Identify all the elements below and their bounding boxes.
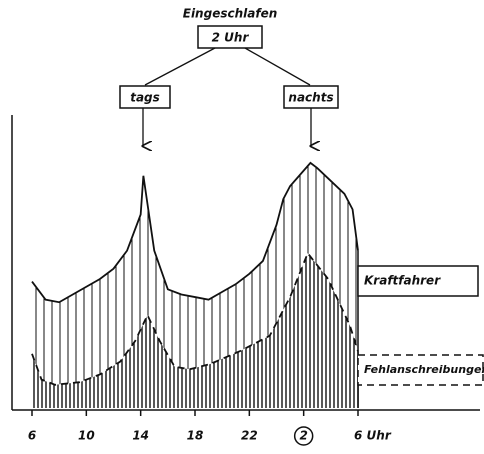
legend-label: Fehlanschreibungen: [364, 363, 484, 376]
line: [31, 161, 359, 304]
x-tick-label: 10: [78, 429, 95, 443]
x-tick-label: 14: [132, 429, 149, 443]
annotation: nachts: [288, 91, 333, 105]
x-tick-label: 2: [299, 429, 307, 443]
connector: [244, 47, 311, 86]
x-tick-label: 6 Uhr: [354, 429, 392, 443]
x-tick-label: 22: [241, 429, 258, 443]
line: [31, 251, 359, 386]
legend-label: Kraftfahrer: [364, 274, 441, 288]
legend-box: [357, 265, 479, 297]
legend-box: [357, 354, 484, 386]
x-tick-label: 6: [28, 429, 36, 443]
tick-circle: [293, 426, 314, 446]
annotation-box: [119, 85, 171, 109]
annotation: tags: [130, 91, 160, 105]
connector: [144, 47, 216, 86]
area: [32, 253, 358, 408]
annotation-box: [197, 25, 263, 49]
annotation: 2 Uhr: [212, 31, 250, 45]
annotation: Eingeschlafen: [183, 7, 278, 21]
x-tick-label: 18: [187, 429, 204, 443]
